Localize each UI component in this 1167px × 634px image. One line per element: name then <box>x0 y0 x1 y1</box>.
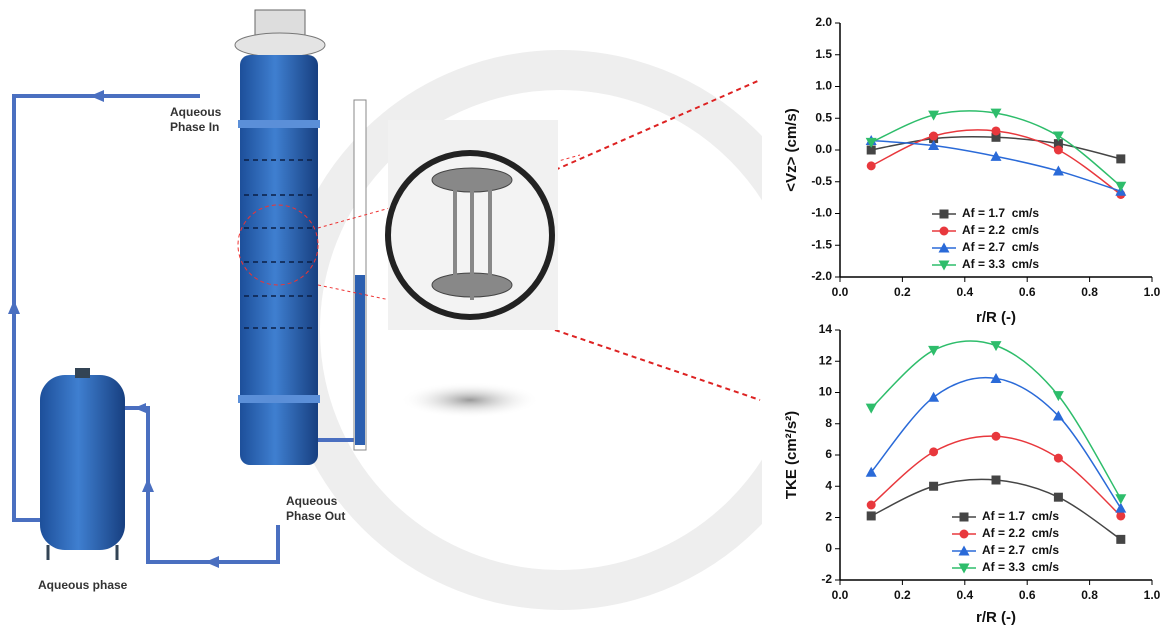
arrow <box>8 300 20 314</box>
legend-label: Af = 3.3 cm/s <box>982 560 1059 574</box>
y-tick-label: 0 <box>825 541 832 555</box>
manometer-fill <box>355 275 365 445</box>
x-tick-label: 0.6 <box>1019 588 1036 602</box>
figure: Aqueous Phase In Aqueous Phase Out Aqueo… <box>0 0 1167 634</box>
y-tick-label: 8 <box>825 416 832 430</box>
outlet-label: Phase Out <box>286 509 345 523</box>
y-axis-label: <Vz> (cm/s) <box>783 108 800 191</box>
marker <box>1054 146 1063 155</box>
y-tick-label: 1.5 <box>815 47 832 61</box>
arrow <box>90 90 104 102</box>
shadow <box>400 382 540 418</box>
y-tick-label: -1.5 <box>811 237 832 251</box>
legend-marker <box>960 530 969 539</box>
legend-label: Af = 2.7 cm/s <box>982 543 1059 557</box>
marker <box>1116 511 1125 520</box>
x-tick-label: 0.8 <box>1081 285 1098 299</box>
x-tick-label: 0.4 <box>956 285 973 299</box>
vessel-label: Aqueous phase <box>38 578 128 592</box>
y-tick-label: 14 <box>819 322 833 336</box>
watermark <box>300 70 820 590</box>
y-tick-label: 12 <box>819 353 833 367</box>
x-tick-label: 0.6 <box>1019 285 1036 299</box>
marker <box>1054 493 1063 502</box>
y-tick-label: 2.0 <box>815 15 832 29</box>
marker <box>1116 535 1125 544</box>
y-tick-label: 1.0 <box>815 79 832 93</box>
y-tick-label: 4 <box>825 478 832 492</box>
marker <box>1054 454 1063 463</box>
legend-label: Af = 1.7 cm/s <box>962 206 1039 220</box>
vessel <box>40 368 125 560</box>
y-tick-label: -1.0 <box>811 206 832 220</box>
legend-marker <box>960 513 969 522</box>
y-tick-label: -2.0 <box>811 269 832 283</box>
arrow <box>134 403 146 413</box>
inlet-label: Aqueous <box>170 105 222 119</box>
y-tick-label: 6 <box>825 447 832 461</box>
x-tick-label: 0.2 <box>894 285 911 299</box>
legend-label: Af = 3.3 cm/s <box>962 257 1039 271</box>
legend-label: Af = 2.2 cm/s <box>982 526 1059 540</box>
outlet-label: Aqueous <box>286 494 338 508</box>
marker <box>992 126 1001 135</box>
y-tick-label: -0.5 <box>811 174 832 188</box>
marker <box>867 501 876 510</box>
marker <box>929 482 938 491</box>
x-tick-label: 1.0 <box>1144 285 1161 299</box>
x-axis-label: r/R (-) <box>976 609 1016 626</box>
arrow <box>142 478 154 492</box>
x-tick-label: 0.4 <box>956 588 973 602</box>
x-tick-label: 0.8 <box>1081 588 1098 602</box>
marker <box>992 476 1001 485</box>
legend-label: Af = 2.7 cm/s <box>962 240 1039 254</box>
x-tick-label: 0.2 <box>894 588 911 602</box>
y-tick-label: 10 <box>819 385 833 399</box>
y-tick-label: 0.5 <box>815 110 832 124</box>
legend-marker <box>940 227 949 236</box>
arrow <box>205 556 219 568</box>
y-tick-label: 2 <box>825 510 832 524</box>
legend-marker <box>940 210 949 219</box>
y-tick-label: -2 <box>821 572 832 586</box>
x-axis-label: r/R (-) <box>976 309 1016 326</box>
legend-label: Af = 2.2 cm/s <box>962 223 1039 237</box>
x-tick-label: 1.0 <box>1144 588 1161 602</box>
y-axis-label: TKE (cm²/s²) <box>783 411 800 499</box>
marker <box>929 132 938 141</box>
inlet-label: Phase In <box>170 120 219 134</box>
marker <box>867 161 876 170</box>
y-tick-label: 0.0 <box>815 142 832 156</box>
column <box>235 10 325 465</box>
x-tick-label: 0.0 <box>832 285 849 299</box>
marker <box>867 511 876 520</box>
x-tick-label: 0.0 <box>832 588 849 602</box>
marker <box>1116 154 1125 163</box>
legend-label: Af = 1.7 cm/s <box>982 509 1059 523</box>
marker <box>929 447 938 456</box>
marker <box>992 432 1001 441</box>
